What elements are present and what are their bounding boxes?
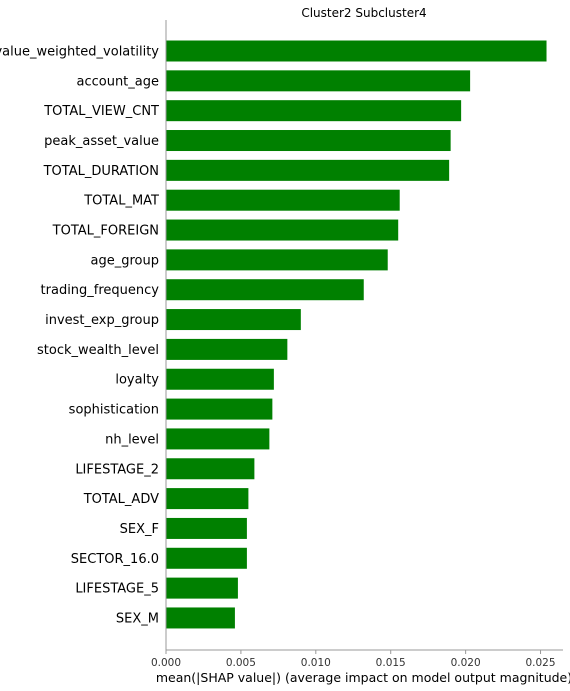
bar-LIFESTAGE_2 xyxy=(166,458,255,480)
category-label: SEX_F xyxy=(120,522,159,537)
bar-SECTOR_16.0 xyxy=(166,547,247,569)
chart-title: Cluster2 Subcluster4 xyxy=(301,6,426,20)
category-label: nh_level xyxy=(105,432,159,447)
bar-value_weighted_volatility xyxy=(166,40,547,62)
bar-TOTAL_MAT xyxy=(166,189,400,211)
category-label: LIFESTAGE_5 xyxy=(75,582,159,597)
category-label: SEX_M xyxy=(116,611,159,626)
category-label: LIFESTAGE_2 xyxy=(75,462,159,477)
x-ticks-group: 0.000 0.005 0.010 0.015 0.020 0.025 xyxy=(151,650,556,669)
category-label: TOTAL_VIEW_CNT xyxy=(43,104,159,119)
x-tick-label: 0.025 xyxy=(525,657,555,669)
category-label: loyalty xyxy=(115,373,159,388)
category-label: sophistication xyxy=(69,403,159,418)
bar-SEX_F xyxy=(166,517,247,539)
bar-trading_frequency xyxy=(166,279,364,301)
bar-age_group xyxy=(166,249,388,271)
bar-nh_level xyxy=(166,428,270,450)
bar-peak_asset_value xyxy=(166,130,451,152)
category-label: peak_asset_value xyxy=(44,134,159,149)
bar-TOTAL_VIEW_CNT xyxy=(166,100,462,122)
bar-TOTAL_ADV xyxy=(166,488,249,510)
category-label: TOTAL_DURATION xyxy=(43,164,159,179)
category-label: value_weighted_volatility xyxy=(0,45,159,60)
category-label: TOTAL_FOREIGN xyxy=(52,224,159,239)
category-label: age_group xyxy=(91,253,159,268)
bar-invest_exp_group xyxy=(166,309,301,331)
category-labels-group: value_weighted_volatility account_age TOTA… xyxy=(0,45,159,627)
bar-sophistication xyxy=(166,398,273,420)
x-axis-label: mean(|SHAP value|) (average impact on mo… xyxy=(156,670,570,685)
x-tick-label: 0.020 xyxy=(451,657,481,669)
bar-account_age xyxy=(166,70,471,92)
bars-group xyxy=(166,40,547,629)
bar-TOTAL_FOREIGN xyxy=(166,219,399,241)
category-label: stock_wealth_level xyxy=(37,343,159,358)
category-label: account_age xyxy=(76,74,159,89)
x-tick-label: 0.015 xyxy=(376,657,406,669)
category-label: SECTOR_16.0 xyxy=(71,552,159,567)
x-tick-label: 0.005 xyxy=(226,657,256,669)
bar-LIFESTAGE_5 xyxy=(166,577,238,599)
category-label: TOTAL_ADV xyxy=(83,492,159,507)
bar-SEX_M xyxy=(166,607,235,629)
category-label: invest_exp_group xyxy=(45,313,159,328)
category-label: TOTAL_MAT xyxy=(83,194,159,209)
bar-stock_wealth_level xyxy=(166,338,288,360)
category-label: trading_frequency xyxy=(41,283,160,298)
x-tick-label: 0.000 xyxy=(151,657,181,669)
bar-loyalty xyxy=(166,368,274,390)
x-tick-label: 0.010 xyxy=(301,657,331,669)
bar-TOTAL_DURATION xyxy=(166,159,450,181)
